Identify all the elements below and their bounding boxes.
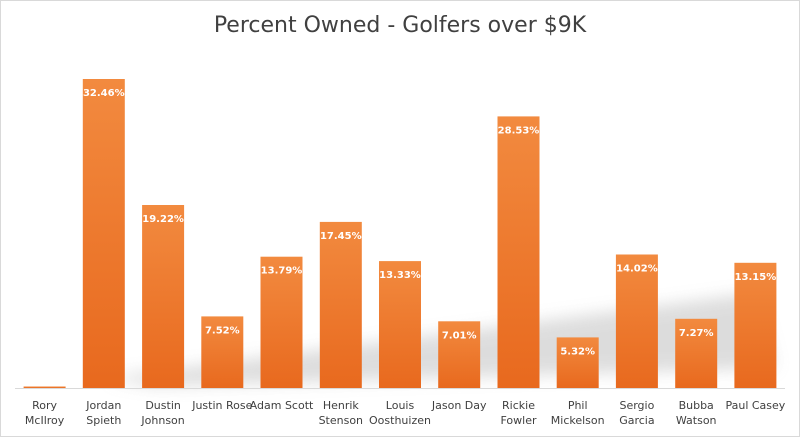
- data-label: 13.33%: [379, 270, 421, 281]
- category-tick-label: Henrik: [323, 399, 360, 412]
- data-label: 13.15%: [735, 272, 777, 283]
- bar: [319, 221, 362, 388]
- bar: [438, 321, 481, 388]
- bars: [23, 79, 777, 389]
- data-label: 17.45%: [320, 231, 362, 242]
- category-tick-label: Oosthuizen: [369, 414, 431, 427]
- data-label: 0.12%: [27, 374, 62, 385]
- category-tick-label: Adam Scott: [250, 399, 314, 412]
- bar: [615, 254, 658, 388]
- category-labels: Rory McIlroy Jordan Spieth Dustin Johnson Just…: [25, 399, 786, 427]
- category-tick-label: McIlroy: [25, 414, 65, 427]
- category-tick-label: Fowler: [500, 414, 536, 427]
- category-tick-label: Watson: [676, 414, 717, 427]
- category-tick-label: Dustin: [145, 399, 181, 412]
- data-label: 7.27%: [679, 328, 714, 339]
- category-tick-label: Phil: [568, 399, 588, 412]
- category-tick-label: Jason Day: [431, 399, 487, 412]
- data-label: 13.79%: [261, 266, 303, 277]
- bar: [734, 262, 777, 388]
- bar: [556, 337, 599, 388]
- bar: [201, 316, 244, 388]
- category-tick-label: Rory: [32, 399, 57, 412]
- value-labels: 0.12% 32.46% 19.22% 7.52% 13.79% 17.45% 13.33%…: [27, 88, 776, 385]
- category-tick-label: Jordan: [85, 399, 121, 412]
- category-tick-label: Johnson: [140, 414, 184, 427]
- data-label: 28.53%: [498, 125, 540, 136]
- bar: [675, 318, 718, 388]
- bar: [82, 79, 125, 388]
- category-tick-label: Louis: [386, 399, 415, 412]
- data-label: 32.46%: [83, 88, 125, 99]
- data-label: 5.32%: [560, 346, 595, 357]
- category-tick-label: Garcia: [619, 414, 654, 427]
- data-label: 7.52%: [205, 325, 240, 336]
- category-tick-label: Sergio: [619, 399, 654, 412]
- bar: [23, 386, 66, 388]
- data-label: 19.22%: [142, 214, 184, 225]
- category-tick-label: Justin Rose: [191, 399, 252, 412]
- chart-title: Percent Owned - Golfers over $9K: [213, 13, 587, 38]
- bar: [142, 205, 185, 388]
- category-tick-label: Bubba: [679, 399, 714, 412]
- bar: [497, 116, 540, 389]
- category-tick-label: Mickelson: [551, 414, 605, 427]
- category-tick-label: Stenson: [319, 414, 363, 427]
- category-tick-label: Rickie: [502, 399, 535, 412]
- category-tick-label: Paul Casey: [725, 399, 785, 412]
- data-label: 14.02%: [616, 264, 658, 275]
- bar: [260, 256, 303, 388]
- category-tick-label: Spieth: [86, 414, 121, 427]
- data-label: 7.01%: [442, 330, 477, 341]
- bar: [379, 261, 421, 388]
